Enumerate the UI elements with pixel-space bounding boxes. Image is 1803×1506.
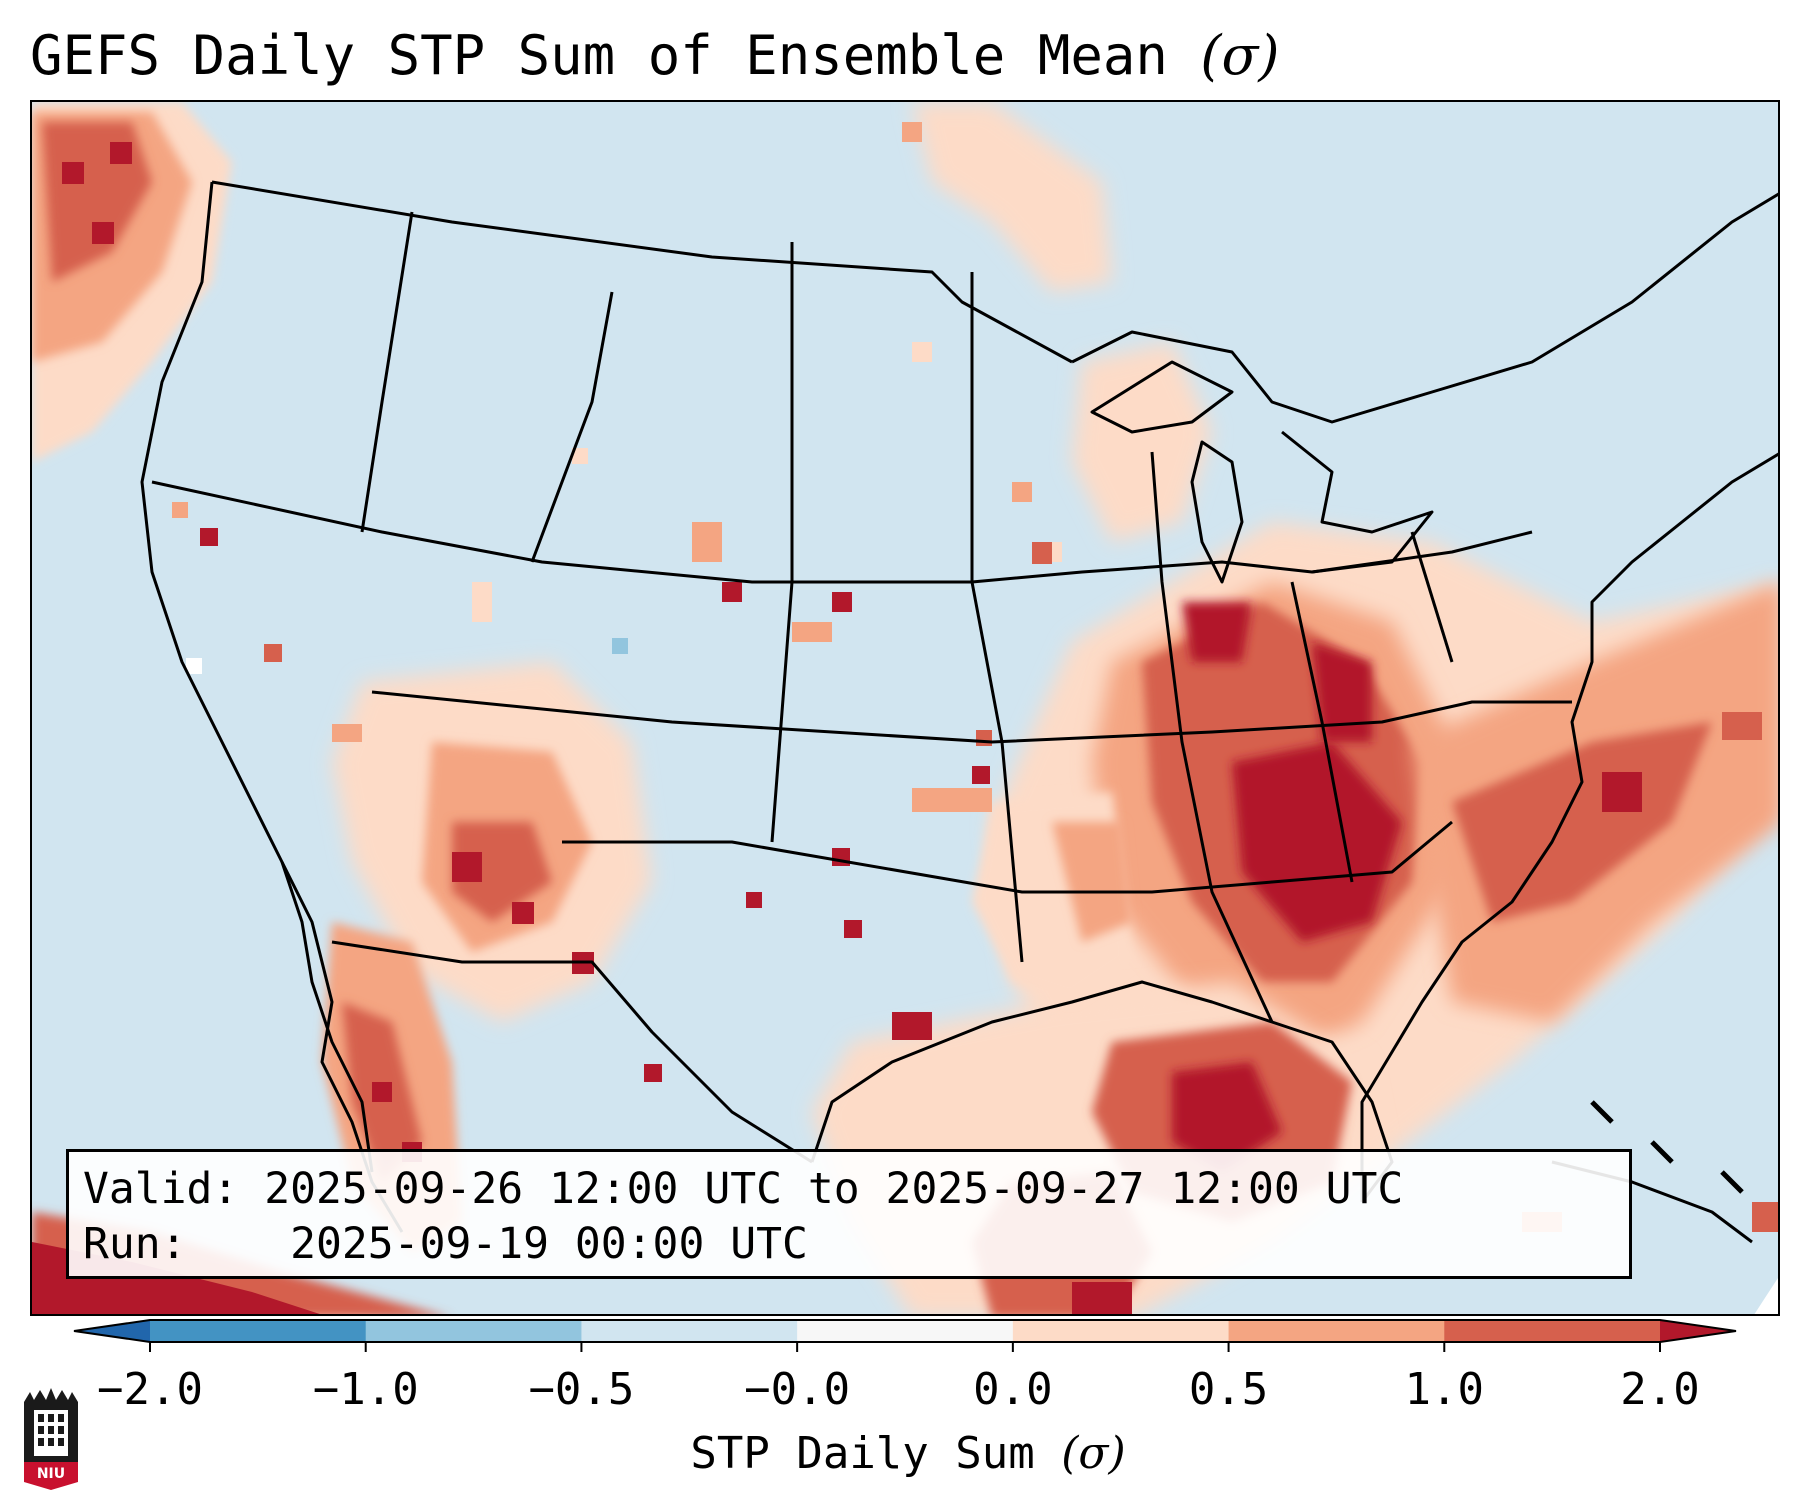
niu-logo-icon [24, 1388, 78, 1490]
southern-line [562, 820, 1453, 894]
stp-shading [32, 102, 1778, 1314]
run-label: Run: [83, 1219, 187, 1269]
colorbar-bin [1228, 1320, 1445, 1342]
vertical-3 [770, 242, 794, 843]
logo-text: NIU [36, 1466, 66, 1482]
run-value: 2025-09-19 00:00 UTC [290, 1219, 808, 1269]
colorbar [73, 1319, 1737, 1352]
colorbar-bin [74, 1320, 150, 1342]
valid-run-box: Valid: 2025-09-26 12:00 UTC to 2025-09-2… [66, 1149, 1632, 1279]
colorbar-segments [73, 1319, 1737, 1343]
tick-label: 2.0 [1620, 1364, 1700, 1415]
lake-superior [1090, 360, 1234, 434]
title-unit: (σ) [1200, 24, 1280, 87]
great-lakes-region [1071, 192, 1778, 424]
tick-label: −0.0 [744, 1364, 851, 1415]
tick-label: 0.0 [973, 1364, 1053, 1415]
vertical-2 [530, 291, 614, 563]
vertical-5 [1150, 451, 1274, 1023]
region-northern-plains [722, 102, 1112, 642]
valid-label: Valid: [83, 1164, 239, 1214]
colorbar-bin [1444, 1320, 1661, 1342]
run-line: Run: 2025-09-19 00:00 UTC [83, 1217, 1615, 1272]
map-panel [30, 100, 1780, 1316]
colorbar-bin [1012, 1320, 1230, 1342]
scattered-cells [172, 448, 1778, 1232]
us-mexico-border [331, 940, 813, 1164]
west-coast [140, 181, 374, 1173]
tick-label: −1.0 [312, 1364, 419, 1415]
map-borders [140, 180, 1778, 1244]
gulf-coast [810, 980, 1394, 1203]
vertical-7 [1410, 531, 1454, 663]
vertical-1 [360, 211, 414, 533]
chart-title: GEFS Daily STP Sum of Ensemble Mean (σ) [30, 22, 1279, 90]
colorbar-label: STP Daily Sum (σ) [690, 1428, 1125, 1479]
colorbar-bin [581, 1320, 798, 1342]
tick-label: −0.5 [528, 1364, 635, 1415]
title-text: GEFS Daily STP Sum of Ensemble Mean [30, 24, 1168, 87]
colorbar-label-unit: (σ) [1061, 1428, 1126, 1479]
region-pacific-nw [32, 102, 232, 462]
valid-value: 2025-09-26 12:00 UTC to 2025-09-27 12:00… [264, 1164, 1404, 1214]
lake-huron-erie [1281, 430, 1434, 574]
lake-michigan [1190, 440, 1244, 584]
vertical-6 [1290, 581, 1354, 883]
colorbar-bin [1660, 1320, 1736, 1342]
vertical-4 [970, 272, 1024, 963]
colorbar-bin [797, 1320, 1014, 1342]
map-svg [32, 102, 1778, 1314]
colorbar-bin [365, 1320, 582, 1342]
colorbar-ticks [149, 1342, 1661, 1352]
central-line [371, 690, 1572, 744]
region-southwest [322, 662, 652, 1252]
valid-line: Valid: 2025-09-26 12:00 UTC to 2025-09-2… [83, 1162, 1615, 1217]
bahamas [1590, 1100, 1744, 1194]
tick-label: 0.5 [1188, 1364, 1269, 1415]
east-coast [1360, 452, 1778, 1202]
colorbar-label-text: STP Daily Sum [690, 1428, 1035, 1479]
tick-label: −2.0 [97, 1364, 203, 1415]
colorbar-bin [150, 1320, 367, 1342]
tick-label: 1.0 [1404, 1364, 1485, 1415]
